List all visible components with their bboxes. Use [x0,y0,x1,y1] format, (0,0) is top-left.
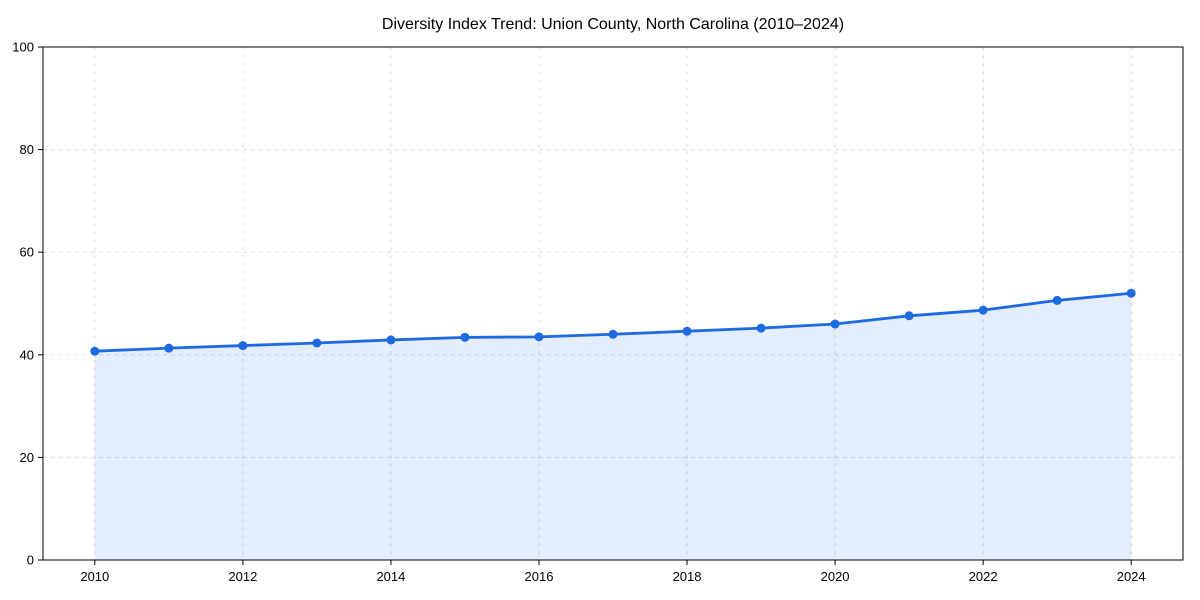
data-point [1126,288,1136,298]
data-point [460,332,470,342]
data-point [1052,295,1062,305]
x-tick-label: 2018 [673,569,702,584]
x-tick-label: 2016 [525,569,554,584]
y-tick-label: 80 [20,142,34,157]
data-point [238,341,248,351]
data-point [904,311,914,321]
data-point [608,329,618,339]
axis-layer: 2010 2012 2014 2016 2018 2020 2022 2024 0 20 40 60 8… [12,40,1184,584]
y-tick-label: 40 [20,347,34,362]
y-tick-label: 60 [20,245,34,260]
area-fill [94,293,1132,560]
chart-title: Diversity Index Trend: Union County, Nor… [382,16,844,33]
x-tick-label: 2020 [821,569,850,584]
data-point [830,319,840,329]
data-point [682,326,692,336]
data-point [312,338,322,348]
data-point [90,346,100,356]
x-tick-label: 2022 [969,569,998,584]
data-point [534,332,544,342]
data-point [164,343,174,353]
plot-border [42,46,1184,561]
y-tick-label: 0 [27,553,34,568]
plot-layer [90,288,1136,560]
x-tick-label: 2010 [80,569,109,584]
data-point [386,335,396,345]
data-point [978,305,988,315]
x-tick-label: 2012 [228,569,257,584]
data-point [756,323,766,333]
x-tick-label: 2024 [1117,569,1146,584]
x-tick-label: 2014 [376,569,405,584]
y-tick-label: 20 [20,450,34,465]
y-tick-label: 100 [12,40,34,55]
